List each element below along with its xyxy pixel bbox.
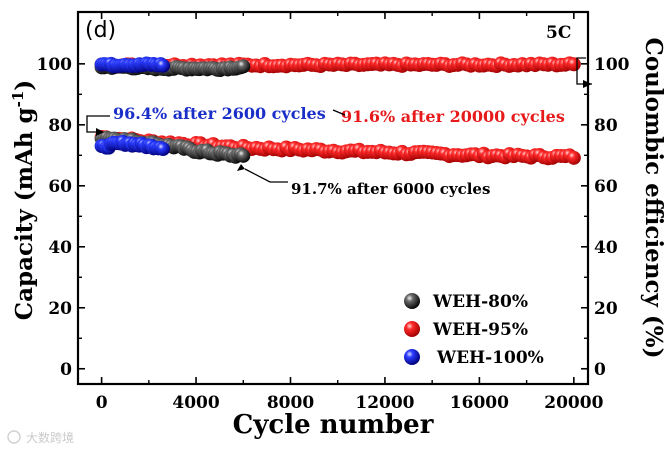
annotation-weh-100: 96.4% after 2600 cycles — [113, 104, 326, 123]
y2-tick-label: 0 — [594, 360, 606, 380]
efficiency-point — [566, 57, 581, 72]
y2-tick-label: 40 — [594, 238, 618, 258]
efficiency-point — [236, 59, 251, 74]
y2-tick-label: 80 — [594, 116, 618, 136]
x-tick-label: 4000 — [172, 393, 219, 413]
y-axis-left-title-close: ) — [11, 80, 38, 91]
arrow-heads — [96, 80, 592, 171]
x-tick-label: 12000 — [355, 393, 414, 413]
y2-tick-label: 100 — [594, 55, 630, 75]
capacity-point — [156, 142, 170, 157]
x-tick-label: 16000 — [450, 393, 509, 413]
x-axis-title: Cycle number — [233, 410, 434, 440]
axis-ticks: 0 4000 8000 12000 16000 20000 0 0 20 20 40 40 60 60 80… — [37, 12, 630, 413]
y-axis-right-title: Coulombic efficiency (%) — [640, 38, 664, 359]
y-tick-label: 0 — [60, 360, 72, 380]
capacity-point — [566, 150, 581, 165]
legend: WEH-80% WEH-95% WEH-100% — [404, 292, 544, 368]
rate-label: 5C — [546, 23, 571, 43]
y-tick-label: 40 — [48, 238, 72, 258]
y2-tick-label: 20 — [594, 299, 618, 319]
series-weh-100- — [94, 56, 170, 157]
x-tick-label: 8000 — [267, 393, 314, 413]
capacity-point — [236, 148, 251, 163]
x-tick-label: 20000 — [544, 393, 603, 413]
watermark-text: 大数跨境 — [26, 430, 74, 445]
y-tick-label: 80 — [48, 116, 72, 136]
legend-label-weh-80: WEH-80% — [432, 292, 528, 312]
efficiency-point — [156, 58, 170, 73]
y-axis-left-title: Capacity (mAh g-1) — [9, 80, 38, 320]
annotation-weh-80: 91.7% after 6000 cycles — [291, 180, 490, 198]
y-tick-label: 60 — [48, 177, 72, 197]
legend-marker-weh-95 — [404, 321, 420, 337]
legend-marker-weh-80 — [404, 293, 420, 309]
y-tick-label: 20 — [48, 299, 72, 319]
legend-label-weh-100: WEH-100% — [436, 348, 544, 368]
annotation-arrows — [86, 57, 592, 183]
x-tick-label: 0 — [96, 393, 108, 413]
watermark: 大数跨境 — [7, 430, 74, 445]
legend-marker-weh-100 — [404, 349, 420, 365]
y-tick-label: 100 — [37, 55, 73, 75]
svg-text:Capacity (mAh g-1): Capacity (mAh g-1) — [9, 80, 38, 320]
y2-tick-label: 60 — [594, 177, 618, 197]
y-axis-left-title-main: Capacity (mAh g — [11, 107, 38, 320]
series-layer — [94, 56, 581, 166]
plot-frame — [76, 10, 590, 386]
annotation-weh-95: 91.6% after 20000 cycles — [341, 107, 565, 126]
panel-label: (d) — [85, 18, 116, 43]
y-axis-left-title-sup: -1 — [9, 91, 27, 108]
legend-label-weh-95: WEH-95% — [432, 320, 528, 340]
